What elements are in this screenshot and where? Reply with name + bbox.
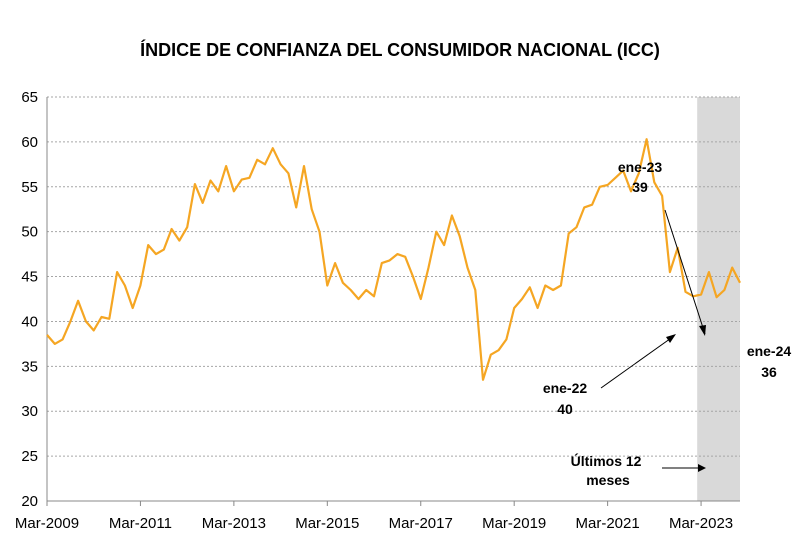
arrow-ene22 [600,335,675,389]
chart-title: ÍNDICE DE CONFIANZA DEL CONSUMIDOR NACIO… [140,40,660,60]
x-tick-label: Mar-2023 [669,515,733,532]
x-tick-label: Mar-2013 [202,515,266,532]
y-tick-label: 35 [21,358,38,375]
x-tick-label: Mar-2021 [576,515,640,532]
arrow-ene22-head [666,334,676,343]
arrow-ene23-head [699,325,706,336]
y-tick-label: 25 [21,448,38,465]
y-tick-label: 50 [21,224,38,241]
y-tick-label: 45 [21,269,38,286]
shaded-region-label: Últimos 12 meses [571,452,646,488]
y-tick-labels: 20 25 30 35 40 45 50 55 60 65 [21,89,38,510]
y-tick-label: 60 [21,134,38,151]
arrow-ene23 [664,209,706,335]
arrow-shaded-head [698,464,706,472]
gridlines [47,96,740,457]
annotation-ene23-value: 39 [632,179,648,195]
x-tick-label: Mar-2019 [482,515,546,532]
icc-series-line [46,138,741,381]
shaded-region [697,97,740,501]
x-tick-label: Mar-2011 [109,515,172,532]
y-tick-label: 20 [21,493,38,510]
x-tick-label: Mar-2009 [15,515,79,532]
x-tick-label: Mar-2017 [389,515,453,532]
y-tick-label: 65 [21,89,38,106]
annotation-arrows [600,209,706,472]
annotation-ene24-label: ene-24 [747,343,792,359]
y-tick-label: 55 [21,179,38,196]
y-tick-label: 40 [21,313,38,330]
y-tick-label: 30 [21,403,38,420]
axes [46,97,740,502]
x-tick-labels: Mar-2009 Mar-2011 Mar-2013 Mar-2015 Mar-2017… [15,501,733,532]
annotation-ene22-value: 40 [557,401,573,417]
annotation-ene24-value: 36 [761,364,777,380]
x-tick-label: Mar-2015 [295,515,359,532]
annotation-ene22-label: ene-22 [543,380,588,396]
annotation-ene23-label: ene-23 [618,159,663,175]
